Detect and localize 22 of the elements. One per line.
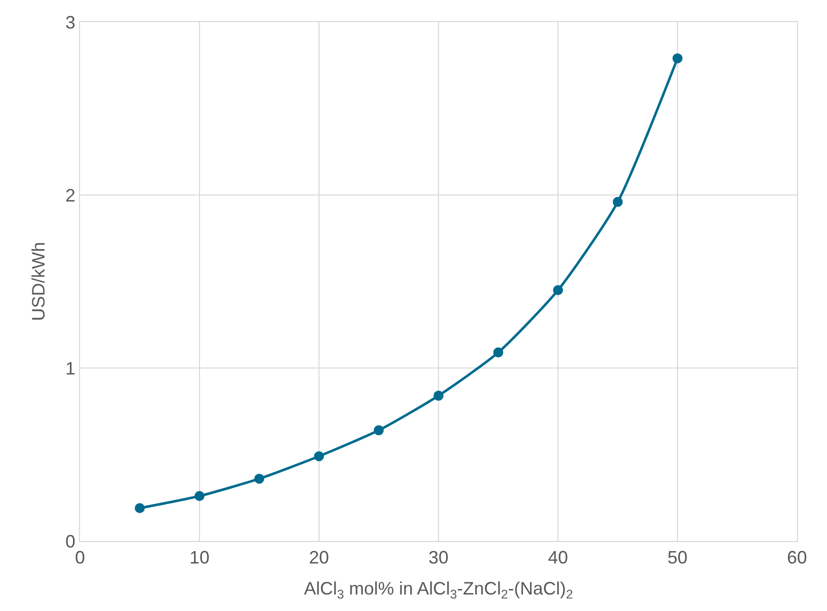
x-tick-label: 30 bbox=[428, 548, 449, 568]
point bbox=[553, 285, 563, 296]
y-tick-label: 1 bbox=[65, 358, 76, 378]
point bbox=[254, 474, 264, 484]
x-axis-title: AlCl$_{3}$ mol% in AlCl$_{3}$-ZnCl$_{2}$-(NaCl)$_{2}$ bbox=[304, 578, 574, 602]
y-axis-title: USD/kWh bbox=[28, 242, 49, 322]
point bbox=[374, 425, 384, 436]
y-tick-label: 2 bbox=[65, 185, 76, 206]
point bbox=[612, 196, 623, 207]
y-tick-label: 3 bbox=[65, 12, 76, 32]
x-tick-label: 10 bbox=[189, 548, 210, 568]
point bbox=[434, 390, 444, 401]
point bbox=[194, 491, 204, 502]
x-tick-label: 20 bbox=[308, 548, 330, 568]
x-tick-label: 60 bbox=[786, 548, 808, 568]
x-tick-label: 50 bbox=[667, 548, 688, 568]
point bbox=[493, 347, 504, 358]
point bbox=[672, 53, 682, 64]
y-tick-label: 0 bbox=[65, 531, 76, 552]
x-tick-label: 40 bbox=[548, 548, 568, 568]
point bbox=[314, 451, 324, 462]
point bbox=[134, 503, 145, 514]
